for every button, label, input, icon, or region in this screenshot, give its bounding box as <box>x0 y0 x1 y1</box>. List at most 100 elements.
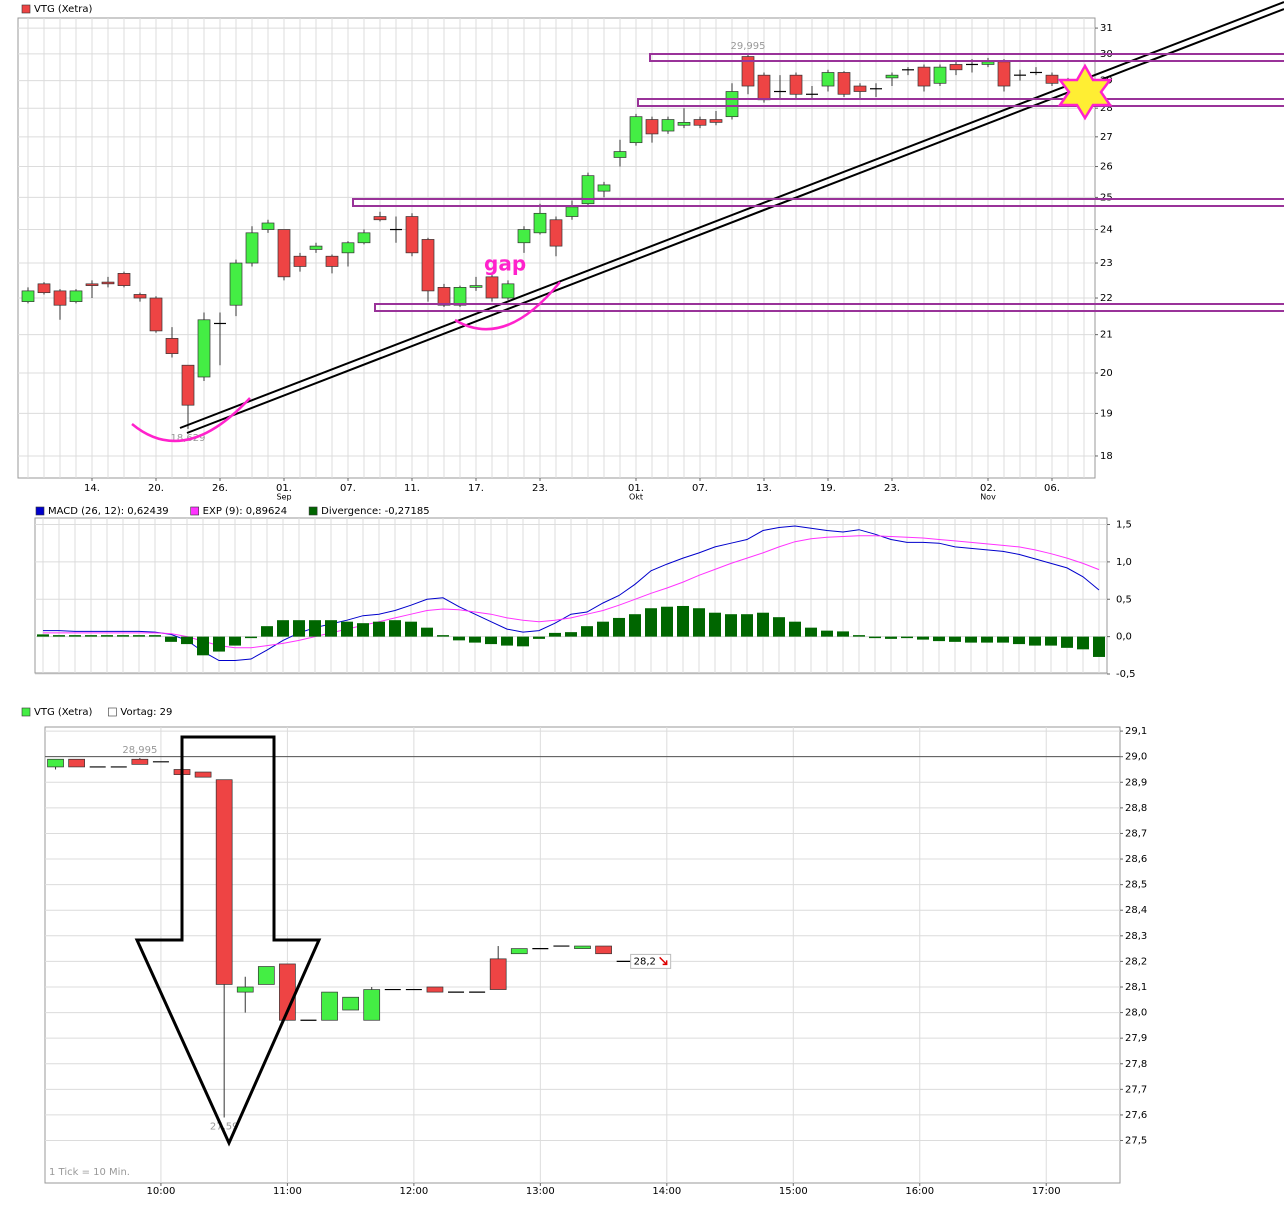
support-band <box>637 98 1284 107</box>
candle-body <box>165 338 179 354</box>
y-tick-label: 28,8 <box>1125 803 1147 814</box>
divergence-bar <box>325 620 337 637</box>
candle-body <box>68 758 85 768</box>
divergence-bar <box>181 636 193 645</box>
candle-body <box>229 262 243 306</box>
divergence-bar <box>773 617 785 637</box>
panels: 14. 20. 26. 01. 07. 11. 17. 23. 01. 07. 13. 19. 23. 0… <box>17 4 1147 1197</box>
divergence-bar <box>485 636 497 645</box>
divergence-bar <box>421 627 433 637</box>
divergence-bar <box>885 636 897 639</box>
divergence-bar <box>917 636 929 640</box>
divergence-bar <box>901 636 913 639</box>
divergence-bar <box>469 636 481 643</box>
drawings: gap <box>131 1 1284 1147</box>
candle-body <box>293 255 307 267</box>
candle-body <box>245 232 259 264</box>
x-tick-label: 07. <box>340 483 356 494</box>
candle-body <box>437 287 451 306</box>
candle-body <box>421 239 435 292</box>
candle-body <box>933 66 947 84</box>
extreme-label: 29,995 <box>731 41 766 52</box>
candle-body <box>510 948 528 955</box>
divergence-bar <box>101 635 113 637</box>
y-tick-label: 27 <box>1100 132 1113 143</box>
y-tick-label: 28,9 <box>1125 777 1147 788</box>
x-tick-label: 15:00 <box>779 1186 808 1197</box>
divergence-bar <box>981 636 993 643</box>
y-tick-label: 18 <box>1100 451 1113 462</box>
month-label: Sep <box>276 493 291 502</box>
y-tick-label: 22 <box>1100 293 1113 304</box>
y-tick-label: 28 <box>1100 103 1113 114</box>
divergence-bar <box>549 632 561 637</box>
legend-swatch <box>308 506 318 516</box>
y-tick-label: 25 <box>1100 192 1113 203</box>
divergence-bar <box>501 636 513 646</box>
legend-label: MACD (26, 12): 0,62439 <box>48 506 169 517</box>
y-tick-label: 0,5 <box>1116 594 1132 605</box>
candle-body <box>133 294 147 299</box>
candle-body <box>597 184 611 192</box>
x-tick-label: 14. <box>84 483 100 494</box>
candle-body <box>574 945 591 949</box>
candle-body <box>325 255 339 267</box>
candle-body <box>426 986 444 993</box>
x-tick-label: 23. <box>532 483 548 494</box>
legend-label: VTG (Xetra) <box>34 4 92 15</box>
x-tick-label: 02. <box>980 483 996 494</box>
extreme-label: 27,59 <box>210 1121 239 1132</box>
divergence-bar <box>597 621 609 637</box>
legend-swatch <box>21 707 31 717</box>
candle-body <box>321 991 338 1021</box>
divergence-bar <box>741 614 753 637</box>
y-tick-label: 24 <box>1100 225 1113 236</box>
divergence-bar <box>309 620 321 637</box>
legend-label: VTG (Xetra) <box>34 707 92 718</box>
candle-body <box>1045 74 1059 84</box>
y-tick-label: 28,4 <box>1125 905 1147 916</box>
divergence-bar <box>869 636 881 639</box>
divergence-bar <box>213 636 225 652</box>
legend-label: Divergence: -0,27185 <box>321 506 429 517</box>
candle-body <box>309 245 323 250</box>
x-tick-label: 12:00 <box>399 1186 428 1197</box>
x-tick-label: 19. <box>820 483 836 494</box>
candle-body <box>629 116 643 144</box>
y-tick-label: 31 <box>1100 23 1113 34</box>
y-tick-label: 23 <box>1100 258 1113 269</box>
y-tick-label: 19 <box>1100 408 1113 419</box>
divergence-bar <box>789 621 801 637</box>
x-tick-label: 14:00 <box>652 1186 681 1197</box>
candle-body <box>741 56 755 87</box>
candle-body <box>533 212 547 234</box>
y-tick-label: 28,5 <box>1125 880 1147 891</box>
support-band <box>374 303 1284 312</box>
x-tick-label: 07. <box>692 483 708 494</box>
candle-body <box>197 319 211 378</box>
candle-body <box>405 216 419 254</box>
candle-body <box>661 119 675 132</box>
divergence-bar <box>261 626 273 637</box>
y-tick-label: 29,0 <box>1125 752 1147 763</box>
divergence-bar <box>997 636 1009 643</box>
month-label: Okt <box>629 493 643 502</box>
tick-note: 1 Tick = 10 Min. <box>49 1167 130 1178</box>
x-tick-label: 13:00 <box>526 1186 555 1197</box>
candle-body <box>101 281 115 285</box>
divergence-bar <box>437 635 449 637</box>
pink-curve <box>131 397 251 443</box>
candle-body <box>709 119 723 123</box>
candle-body <box>949 64 963 71</box>
divergence-bar <box>805 627 817 637</box>
divergence-bar <box>933 636 945 642</box>
y-tick-label: 28,0 <box>1125 1008 1147 1019</box>
candle-body <box>149 297 163 332</box>
legend-swatch <box>190 506 199 516</box>
legend-label: Vortag: 29 <box>120 707 172 718</box>
candle-body <box>613 151 627 158</box>
last-price-box: 28,2 <box>630 953 672 969</box>
divergence-bar <box>133 635 145 637</box>
candle-body <box>236 986 254 993</box>
